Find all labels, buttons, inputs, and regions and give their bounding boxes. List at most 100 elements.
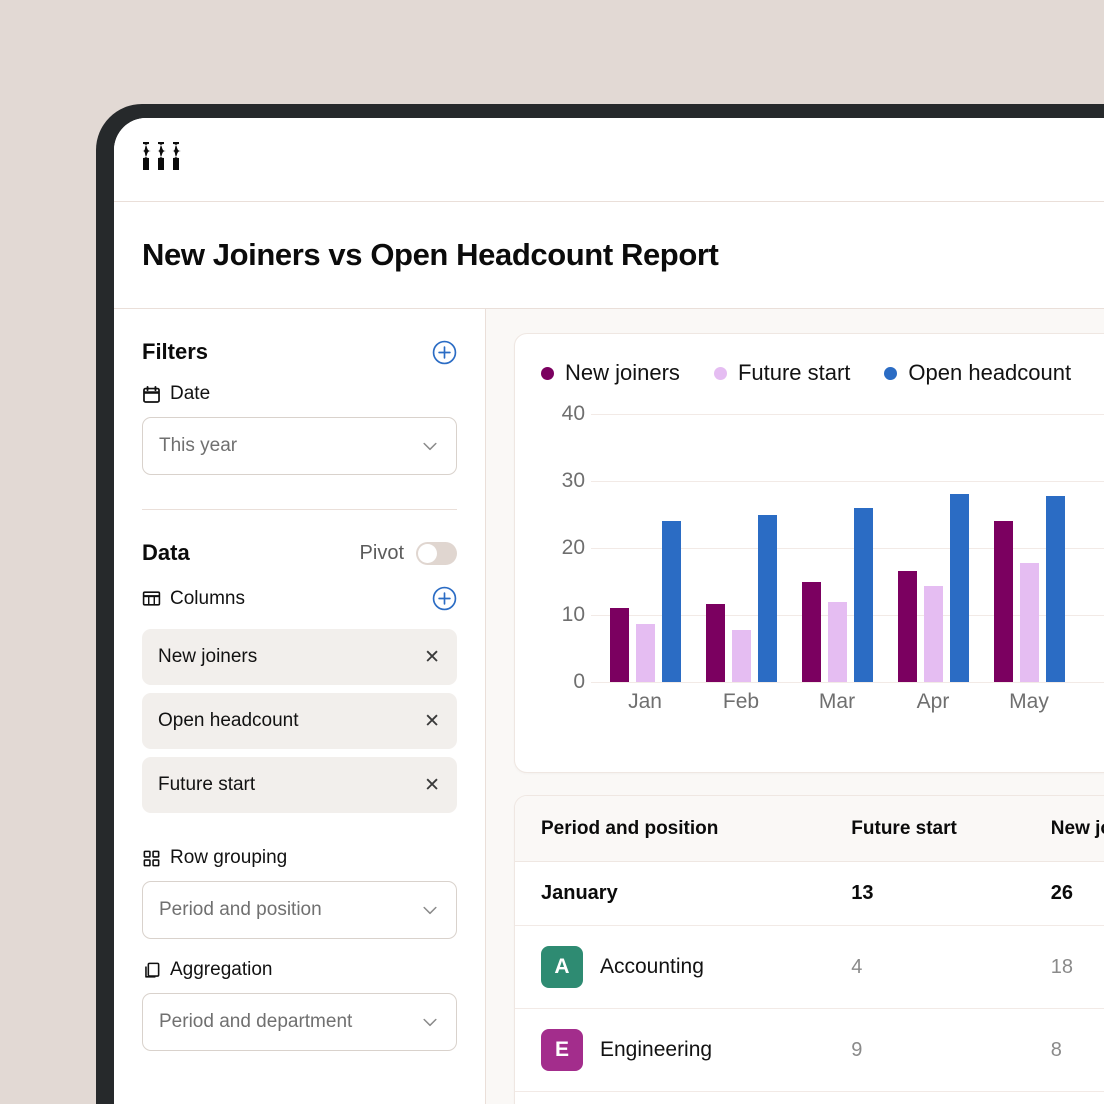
add-column-button[interactable] [432, 586, 457, 611]
date-filter-select[interactable]: This year [142, 417, 457, 475]
remote-wave-logo-icon[interactable] [142, 142, 188, 177]
column-header-period-and-position[interactable]: Period and position [515, 796, 852, 862]
table-row[interactable]: February88 [515, 1091, 1104, 1104]
cell-future-start: 4 [851, 925, 1051, 1009]
legend-item[interactable]: New joiners [541, 360, 680, 386]
bar-group [885, 414, 981, 682]
aggregation-select[interactable]: Period and department [142, 993, 457, 1051]
bar[interactable] [827, 601, 847, 682]
column-chip-label: Future start [158, 774, 256, 795]
table-columns-icon [142, 589, 161, 608]
bar-group [981, 414, 1077, 682]
row-department-cell: A Accounting [515, 925, 852, 1009]
chart-bars [597, 414, 1104, 682]
data-table: Period and position Future start New joi… [515, 796, 1104, 1104]
columns-section-header: Columns [142, 586, 457, 611]
bar[interactable] [993, 521, 1013, 682]
chevron-down-icon [420, 900, 440, 920]
cell-future-start: 13 [851, 861, 1051, 926]
add-filter-button[interactable] [432, 340, 457, 365]
x-axis-tick-label: Feb [722, 690, 760, 713]
x-axis-tick-label: Mar [818, 690, 856, 713]
gridline [591, 481, 1104, 482]
y-axis-tick-label: 10 [561, 603, 585, 626]
bar[interactable] [609, 608, 629, 682]
date-filter-label-text: Date [170, 383, 211, 404]
bar-group [1077, 414, 1104, 682]
columns-label-text: Columns [170, 587, 245, 609]
spacer [142, 821, 457, 847]
column-chip-new-joiners[interactable]: New joiners ✕ [142, 629, 457, 685]
columns-chip-list: New joiners ✕ Open headcount ✕ Future st… [142, 629, 457, 813]
column-chip-future-start[interactable]: Future start ✕ [142, 757, 457, 813]
remove-column-icon[interactable]: ✕ [424, 646, 440, 668]
chart-legend: New joiners Future start Open headcount [541, 360, 1104, 386]
date-filter-value: This year [159, 435, 238, 456]
bar[interactable] [705, 603, 725, 682]
department-name: Engineering [600, 1038, 713, 1061]
bar[interactable] [949, 494, 969, 682]
bar[interactable] [853, 507, 873, 682]
x-axis-tick-label: Jan [628, 690, 662, 713]
gridline [591, 548, 1104, 549]
table-row[interactable]: January 13 26 [515, 861, 1104, 926]
page-title: New Joiners vs Open Headcount Report [142, 237, 719, 272]
table-row[interactable]: E Engineering 9 8 [515, 1008, 1104, 1092]
bar[interactable] [1019, 562, 1039, 682]
aggregation-label: Aggregation [142, 959, 457, 981]
columns-label: Columns [142, 588, 245, 610]
table-row[interactable]: A Accounting 4 18 [515, 925, 1104, 1009]
x-axis-tick-label: J [1077, 690, 1104, 714]
cell-new-joiners: 8 [1050, 1091, 1104, 1104]
date-filter-label: Date [142, 383, 457, 405]
bar[interactable] [635, 623, 655, 682]
aggregation-label-text: Aggregation [170, 959, 273, 980]
bar[interactable] [897, 571, 917, 682]
sidebar-divider [142, 509, 457, 510]
bar[interactable] [661, 521, 681, 682]
table-header-row: Period and position Future start New joi… [515, 796, 1104, 862]
grid-2x2-icon [142, 849, 161, 868]
row-group-label: January [515, 861, 852, 926]
column-header-future-start[interactable]: Future start [851, 796, 1051, 862]
avatar: A [541, 946, 583, 988]
remove-column-icon[interactable]: ✕ [424, 774, 440, 796]
app-screen: New Joiners vs Open Headcount Report Fil… [114, 118, 1104, 1104]
y-axis-tick-label: 40 [561, 402, 585, 425]
legend-label: Future start [737, 360, 851, 385]
chart-card: New joiners Future start Open headcount 0 1… [514, 333, 1104, 773]
column-header-new-joiners[interactable]: New joiners [1050, 796, 1104, 862]
row-grouping-label-text: Row grouping [170, 847, 288, 868]
remove-column-icon[interactable]: ✕ [424, 710, 440, 732]
cell-future-start: 8 [851, 1091, 1051, 1104]
avatar: E [541, 1029, 583, 1071]
pivot-toggle[interactable] [416, 541, 457, 565]
legend-item[interactable]: Future start [713, 360, 851, 386]
table-head: Period and position Future start New joi… [515, 796, 1104, 862]
x-axis-tick-label: May [1009, 690, 1049, 713]
spacer [142, 939, 457, 959]
pivot-control[interactable]: Pivot [360, 541, 457, 565]
legend-color-dot [884, 366, 898, 380]
aggregation-value: Period and department [159, 1011, 353, 1032]
row-group-label: February [515, 1091, 852, 1104]
column-chip-open-headcount[interactable]: Open headcount ✕ [142, 693, 457, 749]
row-grouping-select[interactable]: Period and position [142, 881, 457, 939]
cell-future-start: 9 [851, 1008, 1051, 1092]
bar[interactable] [801, 581, 821, 682]
legend-item[interactable]: Open headcount [884, 360, 1071, 386]
legend-color-dot [713, 366, 727, 380]
chart-x-axis: Jan Feb Mar Apr May J [597, 690, 1104, 714]
sidebar-panel: Filters [114, 309, 486, 1104]
row-grouping-label: Row grouping [142, 847, 457, 869]
bar[interactable] [1045, 495, 1065, 682]
chart-plot-area: 0 10 20 30 40 Jan Feb Mar Apr May J [541, 402, 1104, 734]
bar[interactable] [923, 586, 943, 682]
column-chip-label: New joiners [158, 646, 258, 667]
bar[interactable] [731, 629, 751, 682]
cell-new-joiners: 18 [1050, 925, 1104, 1009]
bar-group [789, 414, 885, 682]
row-grouping-value: Period and position [159, 899, 322, 920]
bar[interactable] [757, 514, 777, 682]
